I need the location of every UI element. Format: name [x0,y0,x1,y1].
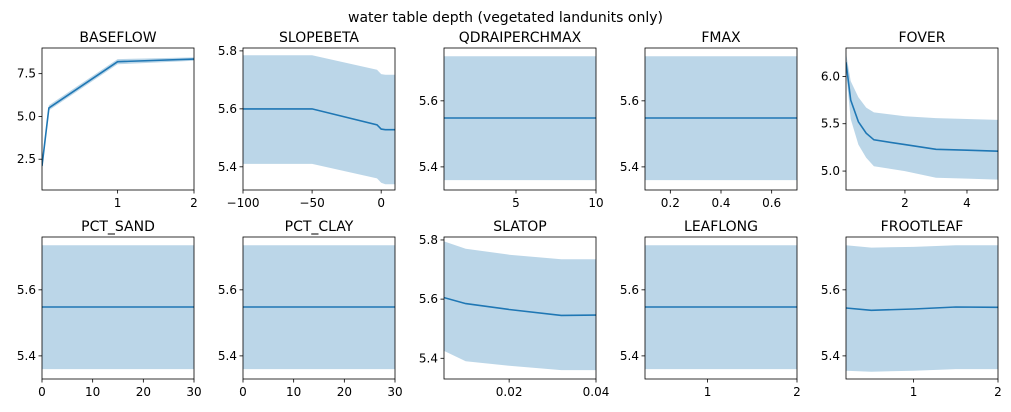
subplot-fmax: 0.2 0.4 0.6 5.4 5.6 FMAX [620,30,798,210]
y-tick-label: 5.4 [218,160,237,174]
y-tick-label: 5.6 [17,283,36,297]
confidence-band [846,52,998,180]
axes-frame [41,236,195,380]
subplot-title: PCT_CLAY [285,219,354,235]
y-tick-label: 5.0 [17,109,36,123]
subplot-leaflong: 1 2 5.4 5.6 LEAFLONG [620,219,801,399]
x-tick-label: 2 [901,196,909,210]
y-tick-label: 5.8 [419,233,438,247]
y-tick-label: 5.4 [620,349,639,363]
x-tick-label: −100 [227,196,260,210]
series-line [444,296,596,317]
subplot-title: FROOTLEAF [881,219,964,235]
y-tick-label: 5.4 [419,160,438,174]
x-tick-label: 1 [114,196,122,210]
subplot-title: SLOPEBETA [279,30,359,46]
axes-frame [242,47,396,191]
axes-frame [644,236,798,380]
y-tick-label: 5.4 [821,349,840,363]
y-tick-label: 5.6 [218,283,237,297]
subplot-title: BASEFLOW [79,30,156,46]
series-line [42,58,194,167]
x-tick-label: 0.02 [496,385,523,399]
figure-title: water table depth (vegetated landunits o… [348,10,663,26]
y-tick-label: 5.5 [821,117,840,131]
subplot-slopebeta: −100 −50 0 5.4 5.6 5.8 SLOPEBETA [218,30,396,210]
x-tick-label: 2 [793,385,801,399]
subplot-frootleaf: 1 2 5.4 5.6 FROOTLEAF [821,219,1002,399]
y-tick-label: 6.0 [821,69,840,83]
confidence-band [42,57,194,170]
x-tick-label: 1 [910,385,918,399]
x-tick-label: 0.4 [711,196,730,210]
y-tick-label: 5.8 [218,44,237,58]
axes-frame [443,236,597,380]
x-tick-label: 10 [286,385,301,399]
x-tick-label: 10 [85,385,100,399]
y-tick-label: 7.5 [17,67,36,81]
subplot-qdraiperchmax: 5 10 5.4 5.6 QDRAIPERCHMAX [419,30,604,210]
x-tick-label: 0.04 [583,385,610,399]
y-tick-label: 5.4 [620,160,639,174]
x-tick-label: −50 [299,196,324,210]
subplot-fover: 2 4 5.0 5.5 6.0 FOVER [821,30,999,210]
y-tick-label: 5.6 [620,94,639,108]
x-tick-label: 1 [704,385,712,399]
subplot-title: QDRAIPERCHMAX [459,30,582,46]
x-tick-label: 30 [186,385,201,399]
x-tick-label: 0 [239,385,247,399]
y-tick-label: 5.0 [821,164,840,178]
x-tick-label: 20 [337,385,352,399]
axes-frame [845,236,999,380]
y-tick-label: 5.6 [218,102,237,116]
series-line [846,62,998,152]
x-tick-label: 20 [136,385,151,399]
axes-frame [242,236,396,380]
y-tick-label: 5.6 [821,283,840,297]
subplot-title: LEAFLONG [684,219,758,235]
axes-frame [41,47,195,191]
subplot-title: FOVER [899,30,946,46]
subplot-title: PCT_SAND [81,219,155,235]
confidence-band [444,241,596,371]
series-line [846,306,998,312]
y-tick-label: 5.4 [419,351,438,365]
y-tick-label: 5.6 [419,292,438,306]
x-tick-label: 0 [377,196,385,210]
subplot-title: FMAX [701,30,741,46]
subplot-pct-sand: 0 10 20 30 5.4 5.6 PCT_SAND [17,219,202,399]
subplot-pct-clay: 0 10 20 30 5.4 5.6 PCT_CLAY [218,219,403,399]
subplot-title: SLATOP [493,219,547,235]
subplot-grid: 1 2 2.5 5.0 7.5 BASEFLOW −100 −50 0 5.4 5.6 5.8 SLOP… [17,30,1002,399]
axes-frame [845,47,999,191]
y-tick-label: 5.6 [620,283,639,297]
x-tick-label: 0.2 [661,196,680,210]
series-line [243,108,395,131]
subplot-slatop: 0.02 0.04 5.4 5.6 5.8 SLATOP [419,219,609,399]
x-tick-label: 5 [512,196,520,210]
axes-frame [443,47,597,191]
x-tick-label: 10 [588,196,603,210]
x-tick-label: 30 [387,385,402,399]
y-tick-label: 5.4 [218,349,237,363]
confidence-band [243,55,395,185]
x-tick-label: 0 [38,385,46,399]
y-tick-label: 5.6 [419,94,438,108]
subplot-baseflow: 1 2 2.5 5.0 7.5 BASEFLOW [17,30,198,210]
x-tick-label: 0.6 [762,196,781,210]
x-tick-label: 2 [994,385,1002,399]
x-tick-label: 2 [190,196,198,210]
x-tick-label: 4 [963,196,971,210]
y-tick-label: 5.4 [17,349,36,363]
y-tick-label: 2.5 [17,152,36,166]
